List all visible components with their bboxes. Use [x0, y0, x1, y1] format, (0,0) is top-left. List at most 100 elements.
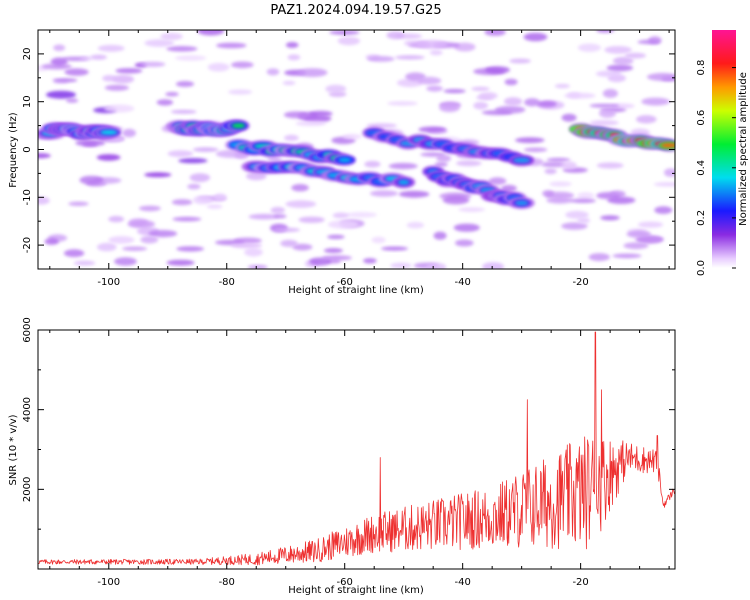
spectrogram-speckle: [561, 113, 577, 122]
spectrogram-speckle: [515, 137, 545, 144]
snr-panel: -100 -80 -60 -40 -20 2000 4000 6000 Height of s…: [8, 317, 676, 596]
snr-series-line: [38, 331, 675, 566]
spectrogram-speckle: [564, 92, 596, 99]
spectrogram-speckle: [148, 230, 178, 238]
spectrogram-speckle: [297, 68, 328, 77]
spectrogram-speckle: [193, 195, 213, 205]
x-tick-label: -60: [337, 577, 353, 588]
spectrogram-speckle: [426, 85, 443, 92]
spectrogram-speckle: [417, 76, 442, 85]
spectrogram-speckle: [53, 44, 66, 52]
spectrogram-speckle: [577, 43, 602, 52]
spectrogram-speckle: [197, 30, 225, 36]
spectrogram-speckle: [144, 172, 172, 178]
spectrogram-speckle: [589, 120, 619, 126]
spectrogram-speckle: [165, 92, 179, 97]
colorbar-tick-label: 0.6: [696, 110, 707, 126]
spectrogram-speckle: [542, 190, 555, 197]
spectrogram-speckle: [280, 239, 298, 247]
spectrogram-speckle: [369, 190, 399, 197]
spectrogram-speckle: [46, 90, 76, 99]
spectrogram-speckle: [189, 173, 211, 183]
spectrogram-speckle: [213, 193, 227, 202]
spectrogram-speckle: [455, 239, 474, 247]
spectrogram-speckle: [509, 58, 531, 64]
x-tick-label: -40: [454, 577, 470, 588]
spectrogram-speckle: [599, 109, 616, 118]
spectrogram-speckle: [346, 212, 378, 218]
spectrogram-speckle: [172, 216, 202, 222]
spectrogram-speckle: [426, 262, 447, 269]
spectrogram-speckle: [108, 215, 125, 223]
spectrogram-speckle: [178, 158, 208, 164]
spectrogram-speckle: [596, 162, 624, 169]
spectrogram-speckle: [323, 248, 343, 254]
y-tick-label: 0: [22, 146, 33, 152]
spectrogram-speckle: [160, 32, 183, 41]
spectrogram-speckle: [604, 46, 632, 54]
spectrogram-speckle: [588, 253, 610, 262]
spectrogram-speckle: [325, 84, 347, 94]
spectrogram-speckle: [230, 243, 263, 249]
spectrogram-speckle: [50, 57, 68, 66]
spectrogram-speckle: [398, 190, 430, 198]
spectrogram-speckle: [273, 227, 301, 232]
spectrogram-speckle: [282, 80, 296, 86]
spectrogram-speckle: [602, 88, 619, 98]
spectrogram-speckle: [216, 42, 247, 49]
spectrogram-ylabel: Frequency (Hz): [8, 112, 19, 188]
spectrogram-speckle: [503, 97, 523, 106]
spectrogram-speckle: [285, 200, 317, 208]
spectrogram-speckle: [541, 161, 566, 168]
spectrogram-speckle: [386, 31, 405, 40]
spectrogram-speckle: [322, 255, 352, 261]
spectrogram-speckle: [176, 246, 205, 252]
spectrogram-speckle: [231, 61, 254, 69]
spectrogram-speckle: [641, 97, 670, 106]
spectrogram-speckle: [481, 110, 513, 116]
spectrogram-speckle: [206, 204, 223, 209]
spectrogram-speckle: [291, 184, 309, 192]
spectrogram-speckle: [140, 61, 166, 67]
spectrogram-speckle: [140, 235, 159, 244]
spectrogram-speckle: [64, 68, 89, 76]
x-tick-label: -100: [97, 277, 120, 288]
spectrogram-speckle: [364, 160, 381, 168]
spectrogram-speckle: [630, 128, 650, 137]
spectrogram-speckle: [114, 257, 137, 266]
x-tick-label: -60: [337, 277, 353, 288]
spectrogram-speckle: [664, 168, 675, 177]
snr-xlabel: Height of straight line (km): [288, 585, 424, 596]
spectrogram-speckle: [433, 231, 447, 240]
y-tick-label: 10: [22, 95, 33, 108]
x-tick-label: -100: [97, 577, 120, 588]
x-tick-label: -20: [572, 577, 588, 588]
spectrogram-ridge: [100, 129, 118, 135]
spectrogram-speckle: [453, 223, 480, 232]
spectrogram-speckle: [166, 46, 198, 52]
spectrogram-speckle: [187, 183, 201, 190]
spectrogram-speckle: [284, 134, 299, 141]
spectrogram-speckle: [228, 89, 253, 95]
spectrogram-speckle: [546, 157, 571, 162]
spectrogram-speckle: [104, 84, 129, 91]
spectrogram-speckle: [75, 139, 106, 147]
spectrogram-speckle: [458, 207, 486, 213]
spectrogram-speckle: [387, 101, 418, 106]
spectrogram-speckle: [73, 260, 96, 266]
spectrogram-speckle: [38, 196, 50, 205]
spectrogram-speckle: [654, 206, 673, 215]
snr-ylabel: SNR (10 * v/v): [8, 414, 19, 485]
spectrogram-speckle: [175, 81, 195, 87]
y-tick-label: 20: [22, 48, 33, 61]
spectrogram-speckle: [97, 44, 125, 52]
spectrogram-speckle: [388, 162, 418, 170]
x-tick-label: -80: [219, 577, 235, 588]
spectrogram-speckle: [646, 72, 675, 81]
spectrogram-blobs: [38, 30, 675, 269]
spectrogram-speckle: [97, 242, 117, 252]
spectrogram-speckle: [549, 181, 572, 187]
spectrogram-ridge: [398, 179, 410, 185]
colorbar-tick-label: 0.2: [696, 210, 707, 226]
